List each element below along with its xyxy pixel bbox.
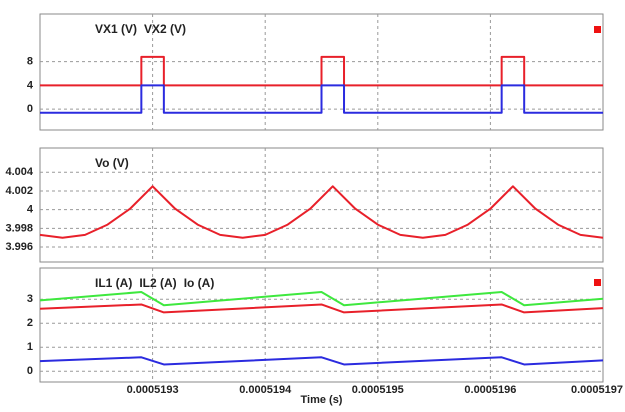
y-tick-label: 3.996 <box>5 241 33 253</box>
waveform <box>40 84 603 114</box>
y-tick-label: 0 <box>27 365 33 377</box>
waveform <box>39 185 604 239</box>
y-tick-label: 2 <box>27 317 33 329</box>
legend-entry: IL1 (A) <box>95 276 132 290</box>
x-tick-label: 0.0005196 <box>464 384 516 396</box>
x-tick-label: 0.0005195 <box>352 384 404 396</box>
legend-entry: VX1 (V) <box>95 22 137 36</box>
y-tick-label: 8 <box>27 55 33 67</box>
y-tick-label: 3 <box>27 293 33 305</box>
x-axis-label: Time (s) <box>301 394 343 406</box>
waveform <box>40 55 603 87</box>
x-tick-label: 0.0005193 <box>127 384 179 396</box>
y-tick-label: 3.998 <box>5 222 33 234</box>
y-tick-label: 4 <box>27 204 34 216</box>
legend-entry: VX2 (V) <box>144 22 186 36</box>
panel-marker <box>594 26 601 33</box>
plot-frame <box>39 13 604 131</box>
y-tick-label: 0 <box>27 103 33 115</box>
y-tick-label: 1 <box>27 341 33 353</box>
x-tick-label: 0.0005194 <box>239 384 292 396</box>
waveform <box>39 291 604 307</box>
legend-entry: Io (A) <box>184 276 215 290</box>
plot-frame <box>39 267 604 383</box>
waveform <box>39 356 604 366</box>
legend-entry: Vo (V) <box>95 156 129 170</box>
y-tick-label: 4.004 <box>5 166 33 178</box>
legend-entry: IL2 (A) <box>139 276 176 290</box>
y-tick-label: 4 <box>27 79 34 91</box>
x-tick-label: 0.0005197 <box>571 384 623 396</box>
y-tick-label: 4.002 <box>5 185 33 197</box>
plot-frame <box>39 147 604 263</box>
panel-marker <box>594 279 601 286</box>
waveform <box>39 303 604 314</box>
